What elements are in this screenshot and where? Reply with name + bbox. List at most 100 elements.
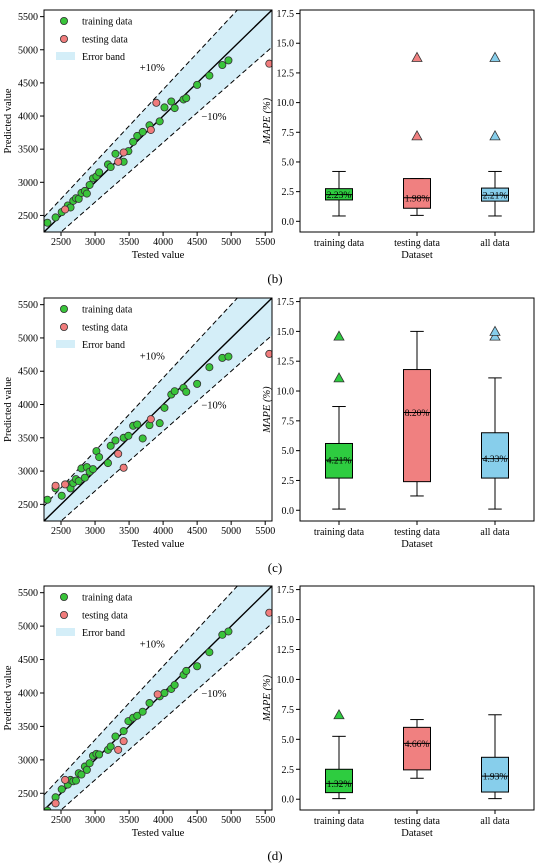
x-tick-label: 3000: [85, 815, 105, 826]
legend-testing-marker: [60, 611, 69, 620]
x-tick-label: 4000: [153, 237, 173, 248]
category-label: all data: [480, 527, 510, 538]
outlier-marker: [489, 51, 501, 62]
x-tick-label: 2500: [51, 526, 71, 537]
scatter-frame: [43, 297, 273, 522]
legend-band-label: Error band: [82, 340, 125, 351]
median-label: 4.66%: [405, 740, 430, 750]
x-tick-label: 3000: [85, 237, 105, 248]
testing-point: [265, 59, 272, 68]
training-point: [133, 131, 142, 140]
iqr-box: [481, 432, 509, 479]
training-point: [95, 750, 104, 759]
error-band: [44, 298, 272, 521]
panel-label: (b): [267, 271, 282, 286]
x-axis-label: Tested value: [132, 539, 185, 550]
y-tick-label: 5.0: [282, 157, 295, 168]
y-tick-label: 3000: [18, 755, 38, 766]
scatter-frame: [43, 9, 273, 233]
y-tick-label: 2.5: [282, 765, 295, 776]
testing-point: [146, 415, 155, 424]
testing-point: [265, 608, 272, 617]
y-tick-label: 15.0: [277, 615, 295, 626]
x-tick-label: 5000: [221, 526, 241, 537]
y-tick-label: 3000: [18, 467, 38, 478]
training-point: [224, 352, 233, 361]
y-axis-label: MAPE (%): [262, 386, 273, 434]
iqr-box: [481, 756, 509, 793]
box-frame: [299, 9, 535, 233]
training-point: [138, 127, 147, 136]
testing-point: [114, 449, 123, 458]
scatter-frame: [43, 585, 273, 811]
training-point: [133, 711, 142, 720]
y-tick-label: 12.5: [277, 357, 295, 368]
legend-testing-label: testing data: [82, 323, 128, 334]
lower-bound-line: [60, 334, 272, 521]
x-tick-label: 5500: [255, 237, 275, 248]
iqr-box: [325, 442, 353, 479]
training-point: [182, 666, 191, 675]
training-point: [85, 759, 94, 768]
upper-band-label: +10%: [140, 351, 165, 362]
training-point: [57, 491, 66, 500]
training-point: [89, 465, 98, 474]
outlier-marker: [489, 325, 501, 336]
testing-point: [51, 799, 60, 808]
category-label: testing data: [394, 527, 440, 538]
training-point: [224, 56, 233, 65]
y-tick-label: 10.0: [277, 98, 295, 109]
testing-point: [119, 463, 128, 472]
x-axis-label: Dataset: [401, 250, 433, 261]
legend-band-label: Error band: [82, 52, 125, 63]
training-point: [111, 436, 120, 445]
median-label: 2.21%: [483, 192, 508, 202]
training-point: [170, 680, 179, 689]
y-tick-label: 0.0: [282, 217, 295, 228]
y-tick-label: 7.5: [282, 128, 295, 139]
training-point: [106, 742, 115, 751]
y-tick-label: 2500: [18, 789, 38, 800]
scatter-plot-area: [44, 586, 272, 810]
category-label: testing data: [394, 816, 440, 827]
testing-point: [61, 775, 70, 784]
median-label: 2.23%: [327, 191, 352, 201]
x-axis-label: Tested value: [132, 828, 185, 839]
training-point: [160, 403, 169, 412]
testing-point: [146, 125, 155, 134]
y-tick-label: 7.5: [282, 705, 295, 716]
box-frame: [299, 297, 535, 522]
training-point: [224, 627, 233, 636]
y-tick-label: 3500: [18, 722, 38, 733]
training-point: [129, 137, 138, 146]
y-tick-label: 4500: [18, 367, 38, 378]
training-point: [160, 688, 169, 697]
y-tick-label: 0.0: [282, 506, 295, 517]
x-tick-label: 3500: [119, 815, 139, 826]
y-axis-label: Predicted value: [3, 377, 14, 442]
y-axis-label: MAPE (%): [262, 97, 273, 145]
legend-band-label: Error band: [82, 628, 125, 639]
x-tick-label: 3500: [119, 237, 139, 248]
y-tick-label: 15.0: [277, 39, 295, 50]
category-label: all data: [480, 816, 510, 827]
legend-testing-label: testing data: [82, 35, 128, 46]
testing-point: [114, 745, 123, 754]
training-point: [82, 189, 91, 198]
training-point: [111, 732, 120, 741]
training-point: [74, 477, 83, 486]
outlier-marker: [489, 130, 501, 141]
training-point: [77, 770, 86, 779]
x-tick-label: 4500: [187, 237, 207, 248]
testing-point: [119, 148, 128, 157]
x-axis-label: Dataset: [401, 539, 433, 550]
upper-band-label: +10%: [140, 640, 165, 651]
training-point: [205, 71, 214, 80]
outlier-marker: [333, 708, 345, 720]
y-tick-label: 17.5: [277, 9, 295, 20]
training-point: [205, 363, 214, 372]
x-tick-label: 3500: [119, 526, 139, 537]
y-axis-label: Predicted value: [3, 88, 14, 153]
training-point: [82, 765, 91, 774]
